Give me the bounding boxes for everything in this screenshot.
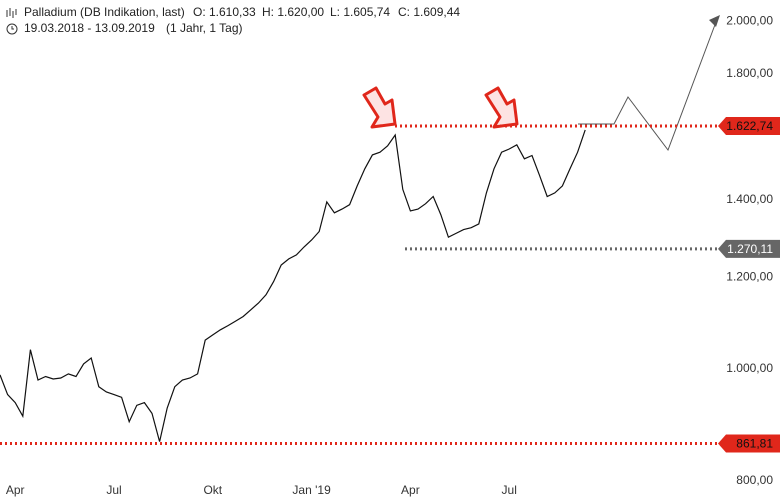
ohlc-high: H: 1.620,00 [262,5,324,19]
level-label-box [718,239,780,258]
arrow-marker [484,86,519,129]
price-line [0,129,586,442]
clock-icon [6,23,18,35]
y-tick-label: 1.200,00 [726,270,773,284]
ohlc-close: C: 1.609,44 [398,5,460,19]
projection-line [578,21,717,152]
level-label: 1.622,74 [726,119,773,133]
x-tick-label: Okt [203,483,222,497]
y-tick-label: 800,00 [736,473,773,487]
y-tick-label: 1.000,00 [726,361,773,375]
logo [6,8,17,18]
x-tick-label: Apr [401,483,420,497]
ohlc-open: O: 1.610,33 [193,5,256,19]
level-label: 1.270,11 [727,242,773,256]
projection-arrowhead [709,15,720,27]
level-label-box [718,434,780,453]
y-tick-label: 1.400,00 [726,192,773,206]
arrow-marker [362,86,397,129]
ohlc-low: L: 1.605,74 [330,5,390,19]
x-tick-label: Jul [502,483,517,497]
level-label: 861,81 [736,437,773,451]
y-tick-label: 2.000,00 [726,13,773,27]
level-label-box [718,116,780,135]
x-tick-label: Jan '19 [292,483,331,497]
y-tick-label: 1.800,00 [726,66,773,80]
title: Palladium (DB Indikation, last) [24,5,185,19]
interval: (1 Jahr, 1 Tag) [166,21,243,35]
period: 19.03.2018 - 13.09.2019 [24,21,155,35]
x-tick-label: Apr [6,483,25,497]
clock-hands [11,26,14,30]
x-tick-label: Jul [106,483,121,497]
